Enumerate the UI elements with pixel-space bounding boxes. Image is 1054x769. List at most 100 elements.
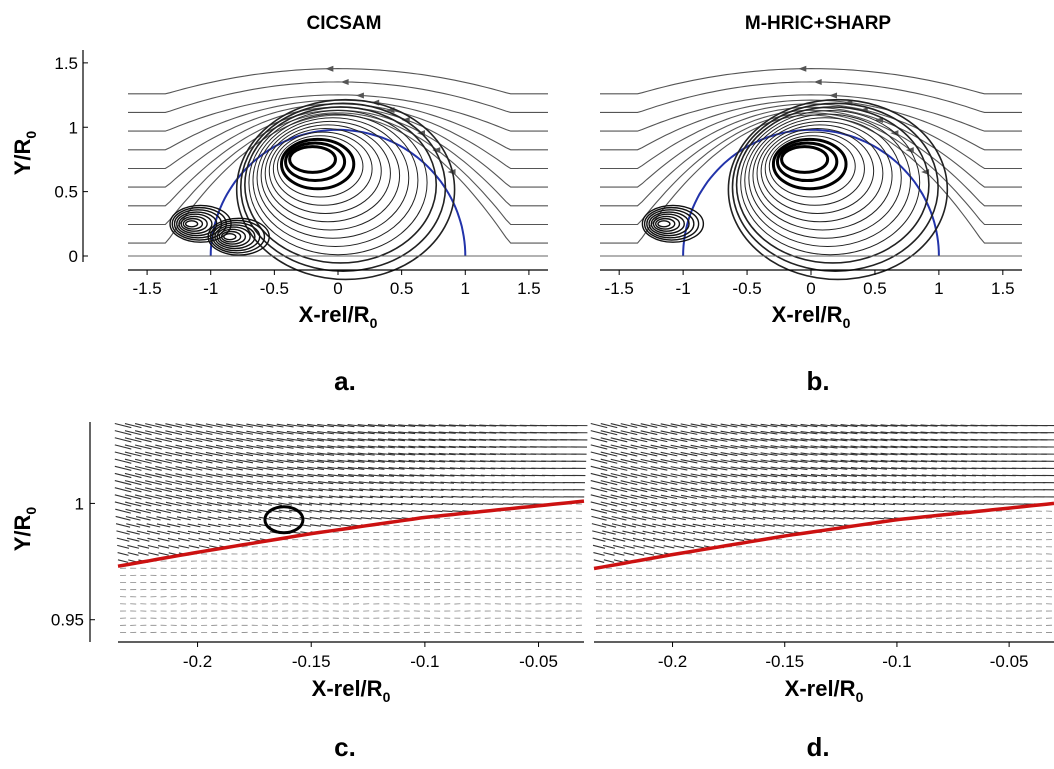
velocity-vector [750, 480, 768, 485]
velocity-vector [750, 466, 768, 471]
velocity-vector [461, 503, 474, 505]
velocity-vector [317, 481, 334, 485]
outer-streamline [128, 109, 548, 207]
x-axis-title: X-rel/R0 [299, 302, 378, 331]
velocity-vector [449, 460, 466, 463]
velocity-vector [601, 523, 617, 528]
velocity-vector [124, 465, 142, 471]
velocity-vector [660, 444, 678, 450]
velocity-vector [175, 480, 193, 485]
velocity-vector [830, 445, 848, 449]
x-tick-label: 1 [934, 279, 943, 298]
velocity-vector [347, 459, 365, 463]
velocity-vector [830, 438, 848, 442]
velocity-vector [830, 424, 848, 428]
velocity-vector [370, 517, 382, 520]
velocity-vector [307, 445, 325, 449]
velocity-vector [820, 452, 838, 456]
velocity-vector [912, 495, 926, 498]
velocity-vector [195, 437, 213, 443]
velocity-vector [124, 458, 142, 464]
velocity-vector [850, 445, 868, 449]
velocity-vector [690, 444, 708, 450]
velocity-vector [379, 488, 394, 492]
velocity-vector [236, 430, 254, 435]
velocity-vector [642, 523, 656, 528]
velocity-vector [710, 444, 728, 450]
velocity-vector [811, 481, 827, 485]
velocity-vector [690, 423, 708, 428]
velocity-vector [378, 459, 395, 463]
velocity-vector [881, 481, 897, 484]
velocity-vector [124, 437, 142, 443]
velocity-vector [840, 466, 858, 470]
velocity-vector [124, 472, 142, 479]
velocity-vector [873, 510, 885, 513]
velocity-vector [257, 487, 273, 492]
velocity-vector [115, 508, 131, 514]
velocity-vector [611, 508, 627, 514]
velocity-vector [246, 430, 264, 435]
velocity-vector [720, 444, 738, 450]
velocity-vector [197, 523, 211, 528]
velocity-vector [307, 430, 325, 435]
secondary-vortex-loop [216, 226, 251, 247]
velocity-vector [850, 424, 868, 428]
velocity-vector [156, 516, 171, 521]
velocity-vector [195, 444, 213, 450]
velocity-vector [730, 480, 748, 485]
velocity-vector [145, 444, 162, 450]
velocity-vector [900, 460, 918, 463]
velocity-vector [205, 466, 223, 471]
velocity-vector [134, 465, 152, 471]
vortex-loop [264, 124, 391, 223]
velocity-vector [215, 423, 233, 428]
velocity-vector [671, 501, 687, 507]
velocity-vector [187, 523, 201, 528]
velocity-vector [690, 466, 708, 471]
velocity-vector [770, 480, 788, 485]
velocity-vector [922, 488, 936, 491]
velocity-vector [903, 503, 915, 506]
velocity-vector [256, 459, 274, 464]
velocity-vector [853, 509, 865, 513]
velocity-vector [347, 452, 365, 456]
velocity-vector [145, 451, 162, 457]
velocity-vector [710, 487, 728, 492]
outer-streamline [128, 112, 548, 226]
velocity-vector [910, 431, 928, 434]
velocity-vector [730, 473, 748, 478]
velocity-vector [165, 437, 183, 443]
velocity-vector [185, 451, 203, 457]
velocity-vector [360, 517, 372, 520]
velocity-vector [418, 431, 436, 434]
velocity-vector [167, 523, 181, 528]
velocity-vector [681, 509, 697, 514]
velocity-vector [276, 473, 294, 478]
velocity-vector [670, 451, 688, 457]
velocity-vector [428, 452, 446, 456]
outer-streamline [600, 68, 1022, 95]
velocity-vector [176, 509, 192, 514]
velocity-vector [400, 495, 414, 499]
velocity-vector [622, 537, 636, 542]
velocity-vector [296, 423, 314, 428]
vortex-loop [748, 117, 902, 239]
velocity-vector [620, 458, 638, 464]
velocity-vector [458, 445, 477, 449]
velocity-vector [730, 444, 748, 449]
velocity-vector [279, 523, 291, 527]
velocity-vector [330, 516, 342, 520]
velocity-vector [902, 495, 916, 498]
velocity-vector [800, 452, 818, 456]
velocity-vector [871, 474, 887, 477]
velocity-vector [328, 481, 344, 485]
panel-label-d: d. [806, 732, 829, 762]
velocity-vector [810, 438, 828, 442]
velocity-vector [367, 452, 385, 456]
velocity-vector [632, 530, 646, 535]
velocity-vector [650, 473, 668, 478]
velocity-vector [890, 452, 908, 456]
velocity-vector [931, 467, 947, 470]
velocity-vector [296, 430, 314, 435]
